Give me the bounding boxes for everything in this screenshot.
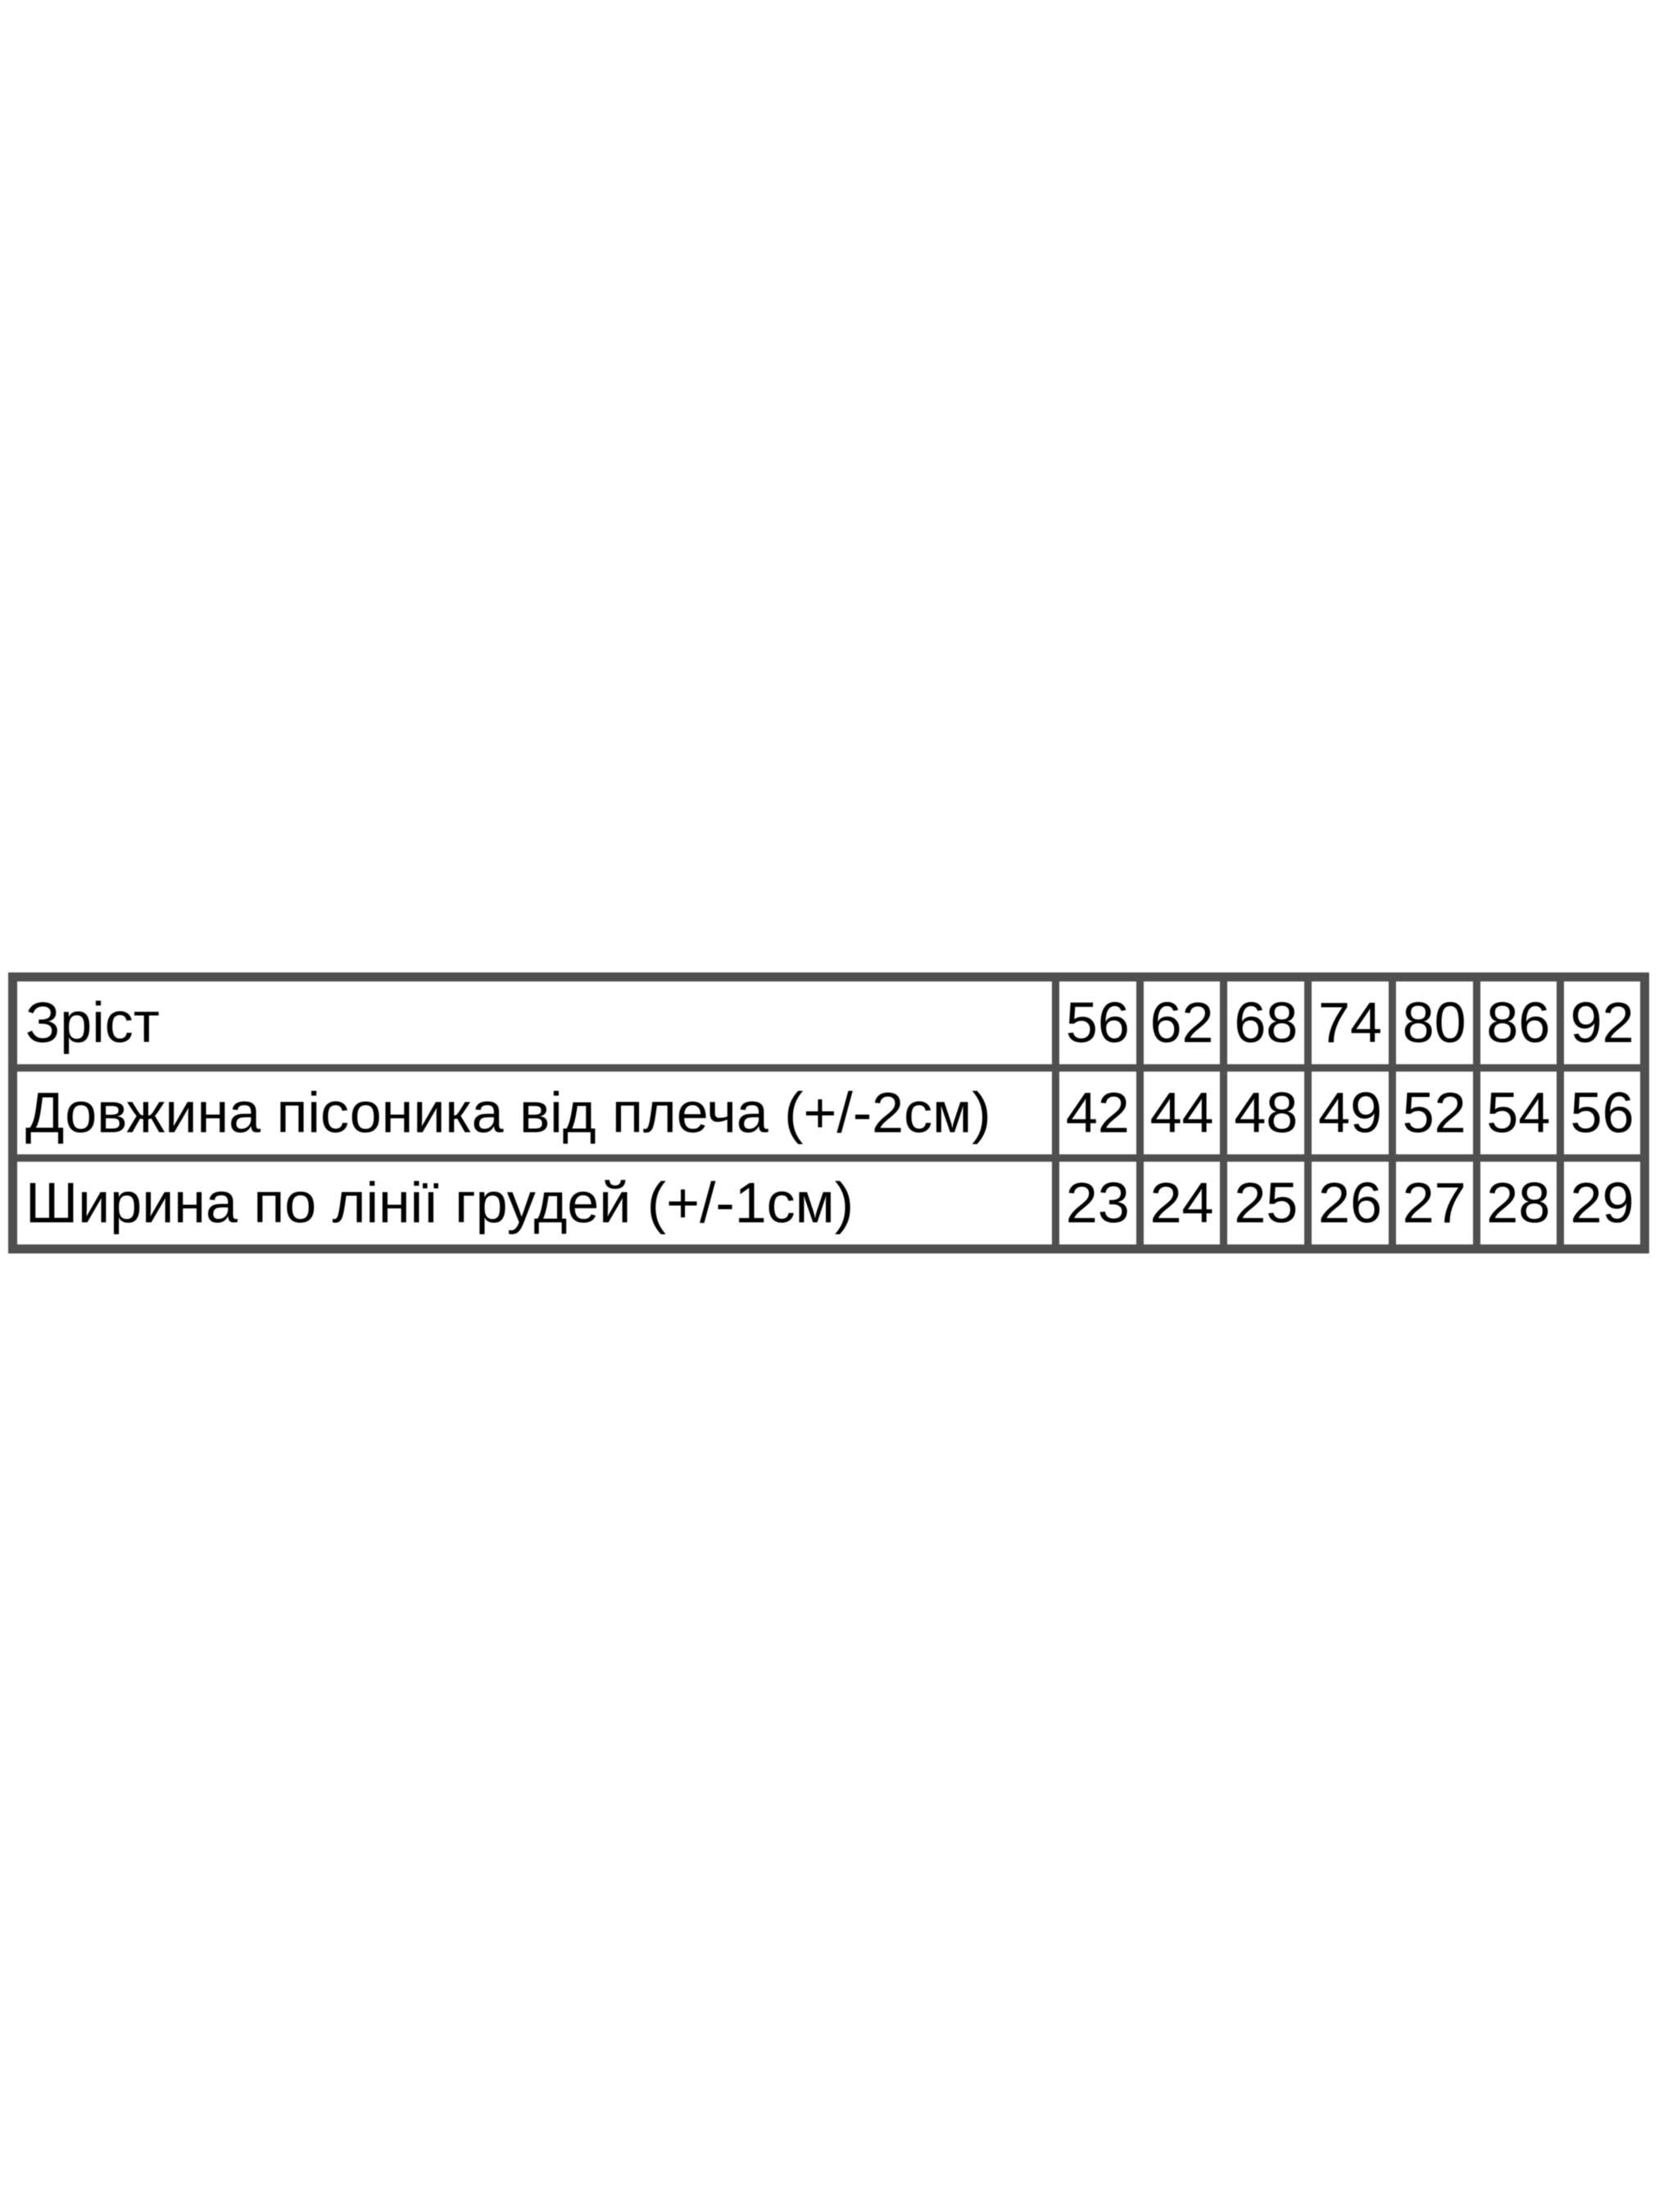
table-cell: 24 bbox=[1135, 1154, 1228, 1253]
row-label-chest-width: Ширина по лінії грудей (+/-1см) bbox=[9, 1154, 1059, 1253]
table-cell: 56 bbox=[1557, 1064, 1648, 1162]
table-cell: 27 bbox=[1388, 1154, 1480, 1253]
table-cell: 29 bbox=[1557, 1154, 1648, 1253]
size-chart-table: Зріст 56 62 68 74 80 86 92 Довжина пісон… bbox=[8, 972, 1649, 1253]
table-row-chest-width: Ширина по лінії грудей (+/-1см) 23 24 25… bbox=[9, 1154, 1648, 1253]
table-cell: 52 bbox=[1388, 1064, 1480, 1162]
table-cell: 26 bbox=[1304, 1154, 1396, 1253]
table-cell: 56 bbox=[1052, 973, 1144, 1072]
table-cell: 44 bbox=[1135, 1064, 1228, 1162]
table-cell: 62 bbox=[1135, 973, 1228, 1072]
table-row-length-from-shoulder: Довжина пісоника від плеча (+/-2см) 42 4… bbox=[9, 1064, 1648, 1162]
table-cell: 68 bbox=[1220, 973, 1312, 1072]
row-label-length-from-shoulder: Довжина пісоника від плеча (+/-2см) bbox=[9, 1064, 1059, 1162]
table-row-height: Зріст 56 62 68 74 80 86 92 bbox=[9, 973, 1648, 1072]
table-cell: 42 bbox=[1052, 1064, 1144, 1162]
table-cell: 49 bbox=[1304, 1064, 1396, 1162]
table-cell: 74 bbox=[1304, 973, 1396, 1072]
table-cell: 54 bbox=[1472, 1064, 1565, 1162]
table-cell: 23 bbox=[1052, 1154, 1144, 1253]
table-cell: 86 bbox=[1472, 973, 1565, 1072]
table-cell: 48 bbox=[1220, 1064, 1312, 1162]
table-cell: 25 bbox=[1220, 1154, 1312, 1253]
table-cell: 28 bbox=[1472, 1154, 1565, 1253]
table-cell: 92 bbox=[1557, 973, 1648, 1072]
table-cell: 80 bbox=[1388, 973, 1480, 1072]
row-label-height: Зріст bbox=[9, 973, 1059, 1072]
